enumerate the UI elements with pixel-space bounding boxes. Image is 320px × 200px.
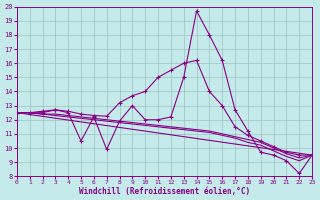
X-axis label: Windchill (Refroidissement éolien,°C): Windchill (Refroidissement éolien,°C) bbox=[79, 187, 250, 196]
